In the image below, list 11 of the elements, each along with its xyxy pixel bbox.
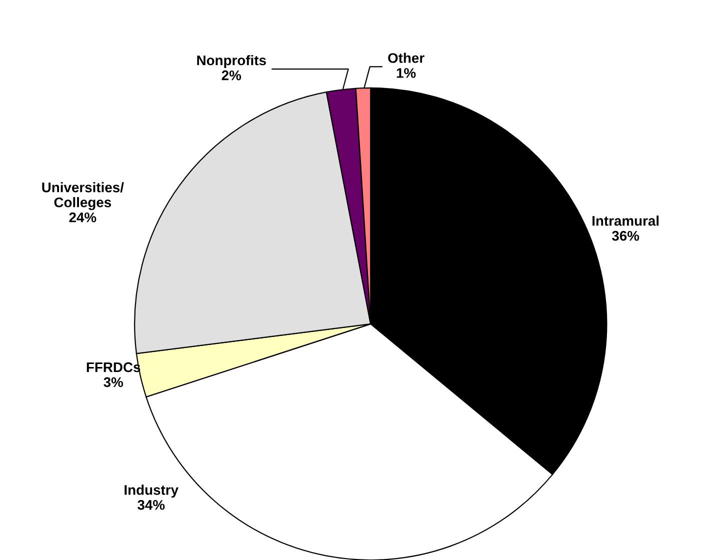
slice-label: Other: [388, 52, 424, 63]
data-label: 1%: [396, 68, 416, 78]
data-label: 3%: [104, 377, 124, 388]
slice-label: Universities/ Colleges: [42, 182, 124, 210]
data-label: 2%: [222, 70, 242, 80]
slice-label: Nonprofits: [197, 55, 266, 68]
data-label: 24%: [69, 212, 96, 222]
data-label: 36%: [612, 230, 640, 241]
slice-label: Intramural: [592, 216, 659, 226]
slice-label: Industry: [124, 484, 178, 498]
data-label: 34%: [138, 500, 165, 510]
